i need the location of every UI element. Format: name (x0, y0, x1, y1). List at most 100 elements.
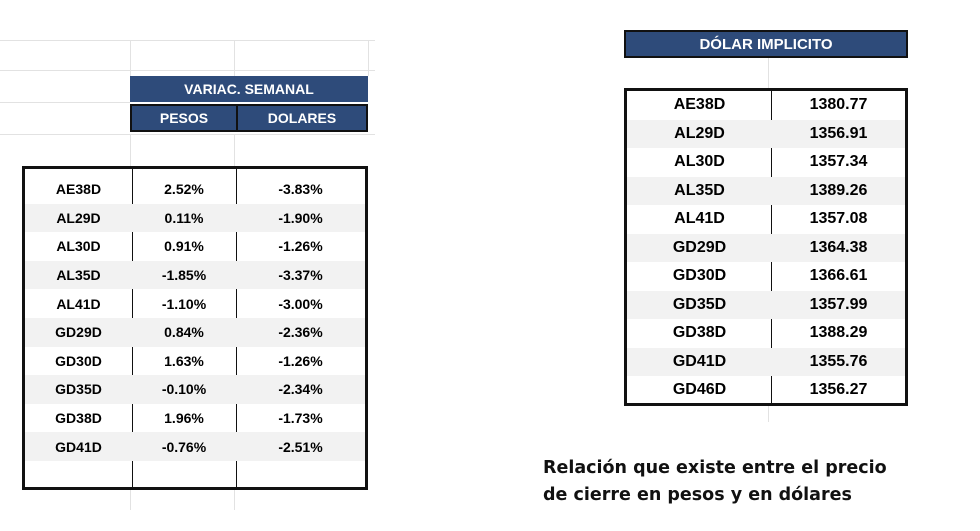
table-row: GD35D -0.10% -2.34% (25, 375, 365, 404)
grid-line (130, 40, 131, 76)
table-row: GD38D 1388.29 (627, 319, 905, 348)
grid-line (0, 102, 130, 103)
bono-cell: AL29D (674, 124, 725, 142)
dolares-cell: -3.83% (278, 181, 323, 198)
valor-cell: 1388.29 (809, 324, 868, 342)
table-row: GD38D 1.96% -1.73% (25, 404, 365, 433)
bono-cell: GD41D (672, 352, 727, 370)
pesos-cell: -1.10% (161, 295, 207, 312)
table-row: GD35D 1357.99 (627, 290, 905, 319)
grid-line (768, 406, 769, 422)
column-header-dolares: DOLARES (238, 106, 366, 130)
table-row: AL30D 0.91% -1.26% (25, 232, 365, 261)
bono-cell (25, 461, 132, 490)
dolar-implicito-table: AE38D 1380.77 AL29D 1356.91 AL30D 1357.34 AL35… (624, 88, 908, 406)
valor-cell: 1380.77 (809, 96, 868, 114)
bono-cell: AL35D (674, 181, 725, 199)
pesos-cell: -0.76% (161, 438, 207, 455)
bono-cell: GD35D (55, 381, 102, 398)
bono-cell: GD41D (55, 438, 102, 455)
valor-cell: 1356.91 (809, 124, 868, 142)
caption-line-2: de cierre en pesos y en dólares (543, 485, 852, 505)
dolares-cell: -1.90% (278, 209, 323, 226)
bono-cell: GD46D (672, 381, 727, 399)
dolares-cell: -3.00% (278, 295, 323, 312)
variacion-title: VARIAC. SEMANAL (130, 76, 368, 102)
bono-cell: AL41D (674, 210, 725, 228)
grid-line (234, 134, 235, 166)
grid-line (368, 40, 369, 76)
pesos-cell: 1.63% (164, 352, 204, 369)
valor-cell: 1356.27 (809, 381, 868, 399)
bono-cell: GD29D (672, 238, 727, 256)
pesos-cell: 2.52% (164, 181, 204, 198)
pesos-cell: -1.85% (161, 267, 207, 284)
valor-cell: 1366.61 (809, 267, 868, 285)
dolares-cell: -1.26% (278, 352, 323, 369)
dolar-implicito-title: DÓLAR IMPLICITO (624, 30, 908, 58)
table-row: AL41D 1357.08 (627, 205, 905, 234)
grid-line (768, 58, 769, 88)
bono-cell: GD38D (672, 324, 727, 342)
bono-cell: GD30D (55, 352, 102, 369)
bono-cell: AL35D (56, 267, 101, 284)
table-row: AL35D -1.85% -3.37% (25, 260, 365, 290)
variacion-table: AE38D 2.52% -3.83% AL29D 0.11% -1.90% AL30D 0.9… (22, 166, 368, 490)
column-header-pesos: PESOS (132, 106, 238, 130)
caption-line-1: Relación que existe entre el precio (543, 458, 887, 478)
bono-cell: GD35D (672, 295, 727, 313)
valor-cell: 1355.76 (809, 352, 868, 370)
grid-line (234, 490, 235, 510)
bono-cell: GD38D (55, 410, 102, 427)
dolares-cell: -2.36% (278, 324, 323, 341)
bono-cell: AL30D (56, 238, 101, 255)
bono-cell: AL29D (56, 209, 101, 226)
table-row: GD41D -0.76% -2.51% (25, 432, 365, 461)
grid-line (0, 134, 375, 135)
table-row: AL30D 1357.34 (627, 148, 905, 177)
dolares-cell: -1.26% (278, 238, 323, 255)
valor-cell: 1357.08 (809, 210, 868, 228)
valor-cell: 1357.99 (809, 295, 868, 313)
valor-cell: 1364.38 (809, 238, 868, 256)
bono-cell: GD30D (672, 267, 727, 285)
table-row: AE38D 2.52% -3.83% (25, 175, 365, 204)
grid-line (0, 70, 375, 71)
table-row: AL41D -1.10% -3.00% (25, 289, 365, 318)
table-row: AE38D 1380.77 (627, 91, 905, 120)
valor-cell: 1357.34 (809, 153, 868, 171)
table-row: GD41D 1355.76 (627, 347, 905, 376)
pesos-cell: 1.96% (164, 410, 204, 427)
bono-cell: AL30D (674, 153, 725, 171)
table-row: AL29D 1356.91 (627, 119, 905, 148)
bono-cell: AE38D (673, 96, 726, 114)
dolares-cell (236, 461, 365, 490)
table-row: GD29D 0.84% -2.36% (25, 318, 365, 347)
caption: Relación que existe entre el precio de c… (543, 455, 973, 509)
grid-line (0, 40, 375, 41)
grid-line (130, 490, 131, 510)
dolares-cell: -3.37% (278, 267, 323, 284)
table-row: AL29D 0.11% -1.90% (25, 203, 365, 233)
pesos-cell: 0.84% (164, 324, 204, 341)
grid-line (234, 40, 235, 76)
dolares-cell: -2.34% (278, 381, 323, 398)
variacion-column-headers: PESOS DOLARES (130, 104, 368, 132)
pesos-cell: 0.91% (164, 238, 204, 255)
table-row: AL35D 1389.26 (627, 176, 905, 205)
pesos-cell (132, 461, 236, 490)
dolares-cell: -2.51% (278, 438, 323, 455)
table-row: GD30D 1366.61 (627, 262, 905, 291)
bono-cell: AL41D (56, 295, 101, 312)
table-row (25, 461, 365, 490)
valor-cell: 1389.26 (809, 181, 868, 199)
table-row: GD30D 1.63% -1.26% (25, 347, 365, 376)
pesos-cell: 0.11% (164, 209, 204, 226)
table-row: GD29D 1364.38 (627, 233, 905, 262)
table-row: GD46D 1356.27 (627, 376, 905, 405)
pesos-cell: -0.10% (161, 381, 207, 398)
bono-cell: GD29D (55, 324, 102, 341)
grid-line (130, 134, 131, 166)
dolares-cell: -1.73% (278, 410, 323, 427)
bono-cell: AE38D (55, 181, 102, 198)
